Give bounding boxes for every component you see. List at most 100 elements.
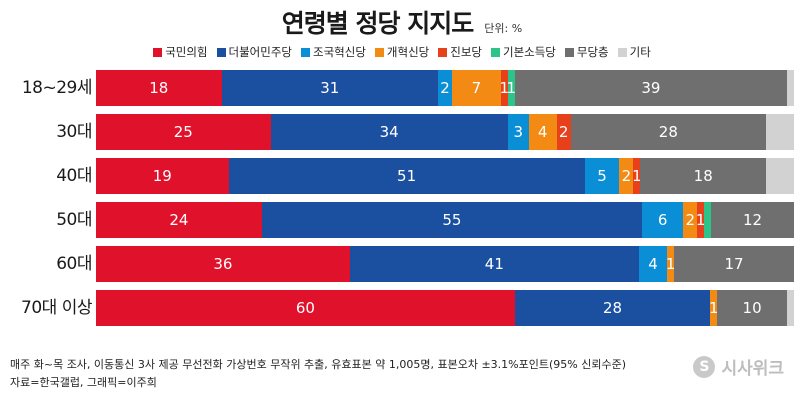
legend-swatch xyxy=(153,47,163,57)
bar-segment xyxy=(787,290,794,326)
stacked-bar: 60 28 1 10 xyxy=(96,290,794,326)
legend-swatch xyxy=(490,47,500,57)
data-label: 36 xyxy=(213,255,233,273)
bar-segment: 60 xyxy=(96,290,515,326)
bar-segment: 2 xyxy=(683,202,698,238)
legend-swatch xyxy=(617,47,627,57)
data-label: 1 xyxy=(506,79,517,97)
legend-item: 개혁신당 xyxy=(374,44,430,60)
bar-segment: 1 xyxy=(665,246,676,282)
category-label: 50대 xyxy=(56,210,92,230)
bar-segment xyxy=(766,114,794,150)
bar-segment: 34 xyxy=(270,114,508,150)
data-label: 7 xyxy=(471,79,482,97)
bar-segment: 2 xyxy=(619,158,634,194)
logo-mark: S xyxy=(693,355,716,378)
data-label: 24 xyxy=(169,211,189,229)
bar-row: 30대 25 34 3 4 2 28 xyxy=(0,114,804,150)
bar-segment: 18 xyxy=(96,70,222,106)
data-label: 2 xyxy=(685,211,696,229)
data-label: 1 xyxy=(632,167,642,185)
legend-label: 기타 xyxy=(629,45,651,59)
category-label: 30대 xyxy=(56,122,92,142)
bar-segment: 1 xyxy=(708,290,719,326)
data-label: 28 xyxy=(602,299,623,317)
footnote-survey: 매주 화~목 조사, 이동통신 3사 제공 무선전화 가상번호 무작위 추출, … xyxy=(10,358,626,371)
data-label: 5 xyxy=(597,167,607,185)
data-label: 39 xyxy=(641,79,661,97)
data-label: 4 xyxy=(537,123,548,141)
data-label: 17 xyxy=(724,255,744,273)
bar-segment: 28 xyxy=(570,114,767,150)
data-label: 1 xyxy=(708,299,719,317)
data-label: 18 xyxy=(149,79,169,97)
bar-segment: 6 xyxy=(641,202,684,238)
data-label: 3 xyxy=(513,123,524,141)
legend-label: 더불어민주당 xyxy=(228,45,292,59)
bar-segment: 41 xyxy=(349,246,639,282)
logo-text: 시사위크 xyxy=(721,359,784,379)
bar-segment: 4 xyxy=(528,114,557,150)
data-label: 1 xyxy=(499,79,510,97)
bar-segment: 18 xyxy=(640,158,767,194)
stacked-bar: 18 31 2 7 1 1 39 xyxy=(96,70,794,106)
category-label: 60대 xyxy=(56,254,92,274)
bar-segment xyxy=(786,70,794,106)
data-label: 10 xyxy=(742,299,762,317)
legend-item: 조국혁신당 xyxy=(301,44,366,60)
legend-swatch xyxy=(438,47,448,57)
data-label: 2 xyxy=(558,123,569,141)
legend-label: 무당층 xyxy=(576,45,609,59)
legend-item: 더불어민주당 xyxy=(216,44,292,60)
bar-segment: 12 xyxy=(711,202,794,238)
legend-label: 기본소득당 xyxy=(502,45,556,59)
bar-segment: 31 xyxy=(221,70,438,106)
bar-segment: 1 xyxy=(695,202,706,238)
category-label: 18~29세 xyxy=(21,78,93,98)
bar-segment: 36 xyxy=(96,246,350,282)
bar-segment xyxy=(766,158,794,194)
legend-swatch xyxy=(301,47,310,57)
bar-segment: 24 xyxy=(96,202,262,238)
stacked-bar: 25 34 3 4 2 28 xyxy=(96,114,794,150)
bar-segment: 4 xyxy=(638,246,668,282)
stacked-bar: 19 51 5 2 1 18 xyxy=(96,158,794,194)
category-label: 40대 xyxy=(56,166,92,186)
bar-segment xyxy=(704,202,712,238)
data-label: 6 xyxy=(657,211,668,229)
legend: 국민의힘 더불어민주당 조국혁신당 개혁신당 진보당 기본소득당 무당층 기타 xyxy=(0,44,804,60)
data-label: 31 xyxy=(320,79,340,97)
bar-row: 50대 24 55 6 2 1 12 xyxy=(0,202,804,238)
data-label: 4 xyxy=(648,255,658,273)
bar-row: 18~29세 18 31 2 7 1 1 39 xyxy=(0,70,804,106)
data-label: 28 xyxy=(658,123,678,141)
data-label: 51 xyxy=(397,167,417,185)
legend-label: 국민의힘 xyxy=(165,45,208,59)
legend-item: 기타 xyxy=(617,44,651,60)
data-label: 34 xyxy=(379,123,399,141)
data-label: 41 xyxy=(484,255,504,273)
bar-segment: 5 xyxy=(584,158,620,194)
bar-segment: 51 xyxy=(228,158,585,194)
chart-title: 연령별 정당 지지도 xyxy=(281,9,474,38)
footnote-source: 자료=한국갤럽, 그래픽=이주희 xyxy=(10,376,157,389)
legend-item: 무당층 xyxy=(564,44,609,60)
bar-segment: 17 xyxy=(674,246,794,282)
data-label: 25 xyxy=(173,123,193,141)
category-label: 70대 이상 xyxy=(21,298,92,318)
stacked-bar: 36 41 4 1 17 xyxy=(96,246,794,282)
legend-swatch xyxy=(216,47,226,57)
data-label: 12 xyxy=(742,211,763,229)
unit-label: 단위: % xyxy=(484,22,523,35)
bar-row: 60대 36 41 4 1 17 xyxy=(0,246,804,282)
data-label: 19 xyxy=(152,167,172,185)
bar-segment: 1 xyxy=(499,70,510,106)
stacked-bar: 24 55 6 2 1 12 xyxy=(96,202,794,238)
legend-label: 개혁신당 xyxy=(386,45,430,59)
bar-segment: 55 xyxy=(261,202,642,238)
data-label: 1 xyxy=(695,211,706,229)
bar-row: 70대 이상 60 28 1 10 xyxy=(0,290,804,326)
bar-segment: 39 xyxy=(514,70,787,106)
data-label: 1 xyxy=(665,255,676,273)
legend-swatch xyxy=(564,47,574,57)
